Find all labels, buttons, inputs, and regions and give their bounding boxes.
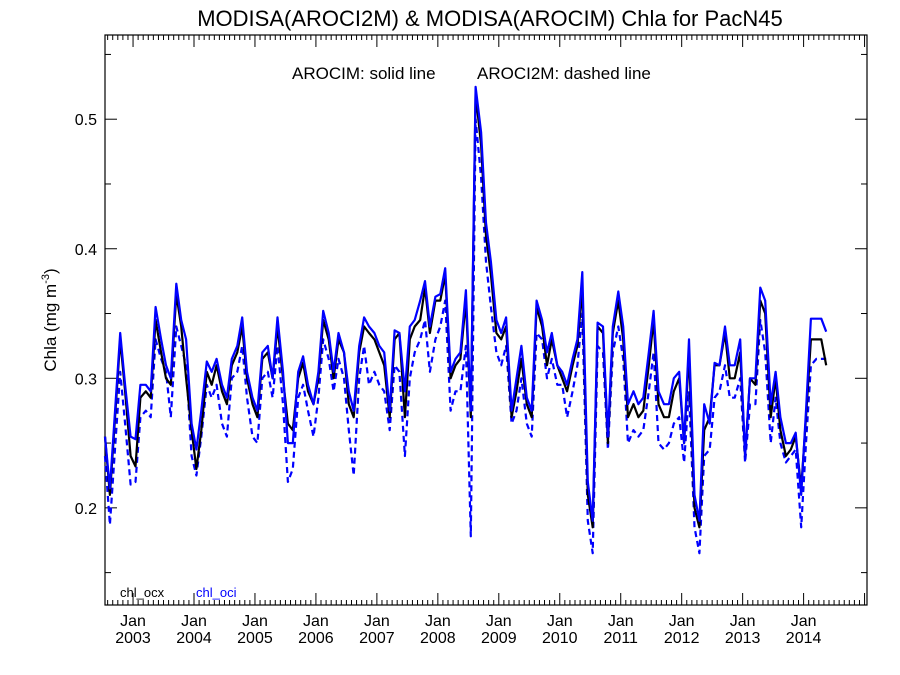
annotation-solid-line: AROCIM: solid line (292, 64, 436, 83)
x-tick-label-month: Jan (791, 613, 817, 630)
x-tick-label-month: Jan (181, 613, 207, 630)
x-tick-label-month: Jan (364, 613, 390, 630)
legend-chl-ocx: chl_ocx (120, 585, 165, 600)
x-tick-label-year: 2009 (481, 630, 517, 647)
legend-chl-oci: chl_oci (196, 585, 237, 600)
series-line-chl-ocx (103, 92, 828, 529)
x-tick-label-month: Jan (120, 613, 146, 630)
y-tick-label: 0.5 (75, 112, 97, 129)
plot-frame (104, 34, 868, 606)
x-tick-label-year: 2003 (115, 630, 151, 647)
series-line-chl-oci (103, 85, 828, 522)
series-line-chl-oci-aroci2m (103, 118, 827, 555)
y-axis-label: Chla (mg m-3) (40, 268, 60, 371)
x-tick-label-month: Jan (486, 613, 512, 630)
x-tick-label-year: 2006 (298, 630, 334, 647)
x-tick-label-year: 2008 (420, 630, 456, 647)
x-tick-label-year: 2014 (786, 630, 822, 647)
x-tick-label-month: Jan (669, 613, 695, 630)
x-tick-label-month: Jan (608, 613, 634, 630)
x-tick-label-year: 2005 (237, 630, 273, 647)
x-tick-label-year: 2010 (542, 630, 578, 647)
x-tick-label-month: Jan (425, 613, 451, 630)
annotation-dashed-line: AROCI2M: dashed line (477, 64, 651, 83)
x-tick-label-month: Jan (242, 613, 268, 630)
x-tick-label-month: Jan (303, 613, 329, 630)
x-tick-label-year: 2011 (604, 630, 639, 647)
x-tick-label-year: 2004 (176, 630, 212, 647)
y-tick-label: 0.3 (75, 371, 97, 388)
y-tick-label: 0.4 (75, 242, 97, 259)
x-tick-label-month: Jan (730, 613, 756, 630)
x-tick-label-year: 2007 (359, 630, 395, 647)
y-tick-label: 0.2 (75, 501, 97, 518)
chart-title: MODISA(AROCI2M) & MODISA(AROCIM) Chla fo… (197, 6, 783, 31)
x-tick-label-year: 2013 (725, 630, 761, 647)
x-tick-label-year: 2012 (664, 630, 700, 647)
x-tick-label-month: Jan (547, 613, 573, 630)
